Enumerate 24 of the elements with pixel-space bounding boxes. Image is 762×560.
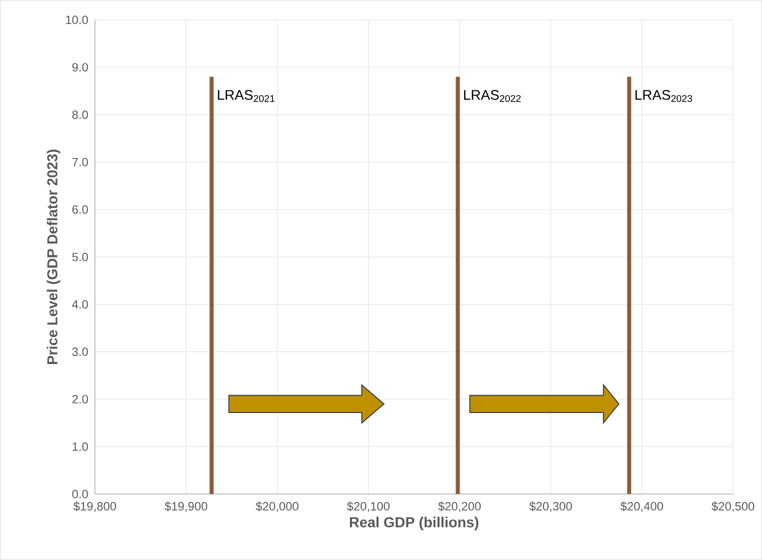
y-axis-title: Price Level (GDP Deflator 2023) [46,150,60,364]
x-tick-label: $20,500 [712,502,754,512]
y-tick-label: 1.0 [72,442,88,451]
x-tick-label: $19,900 [164,502,208,512]
x-tick-label: $20,300 [529,502,572,512]
series-label: LRAS$_{2023}$ [636,90,692,102]
series-label: LRAS$_{2021}$ [218,90,275,102]
y-tick-label: 3.0 [72,348,88,356]
series-label: LRAS$_{2022}$ [464,90,521,102]
x-tick-label: $20,100 [346,502,390,512]
y-tick-label: 6.0 [72,205,88,214]
x-axis-title: Real GDP (billions) [350,516,478,530]
y-tick-label: 2.0 [72,394,88,404]
x-tick-label: $20,400 [620,502,664,512]
x-tick-label: $20,200 [438,502,481,512]
y-tick-label: 7.0 [72,158,88,166]
y-tick-label: 10.0 [66,16,88,24]
x-tick-label: $19,800 [73,502,116,512]
x-tick-label: $20,000 [256,502,298,512]
y-tick-label: 0.0 [72,490,88,498]
y-tick-label: 5.0 [72,252,88,262]
y-tick-label: 8.0 [72,110,88,119]
y-tick-label: 9.0 [72,63,88,72]
y-tick-label: 4.0 [72,300,88,309]
